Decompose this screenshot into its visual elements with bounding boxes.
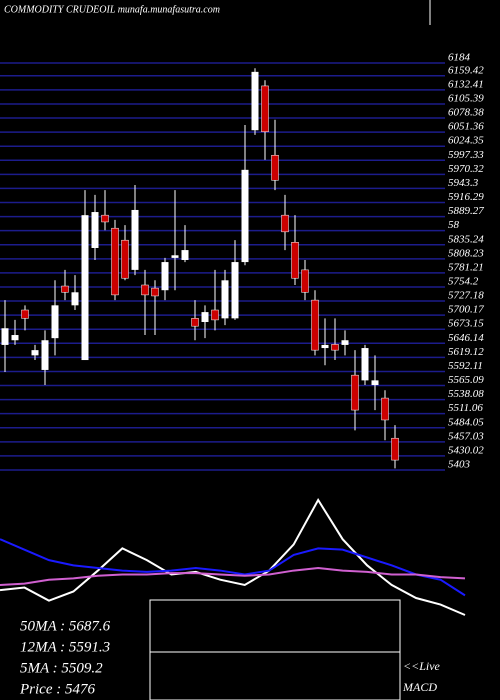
y-tick-label: 5646.14 bbox=[448, 332, 484, 344]
candle-body bbox=[381, 397, 389, 421]
price-label: Price : 5476 bbox=[19, 681, 95, 697]
live-label: <<Live bbox=[403, 659, 441, 673]
candle-body bbox=[291, 242, 299, 279]
candle-body bbox=[211, 309, 219, 321]
candle-body bbox=[181, 250, 189, 260]
candle-body bbox=[311, 299, 319, 351]
y-tick-label: 5619.12 bbox=[448, 346, 484, 358]
y-tick-label: 5430.02 bbox=[448, 444, 484, 456]
y-tick-label: 5538.08 bbox=[448, 388, 484, 400]
y-tick-label: 5808.23 bbox=[448, 247, 484, 259]
candle-body bbox=[171, 255, 179, 258]
y-tick-label: 5484.05 bbox=[448, 416, 484, 428]
macd-box bbox=[149, 599, 401, 700]
y-tick-label: 5889.27 bbox=[448, 205, 484, 217]
candle-body bbox=[371, 380, 379, 386]
y-tick-label: 6051.36 bbox=[448, 121, 484, 133]
y-tick-label: 5943.3 bbox=[448, 177, 479, 189]
candle-body bbox=[321, 344, 329, 349]
candle-body bbox=[81, 215, 89, 361]
candle-body bbox=[391, 437, 399, 461]
candle-body bbox=[191, 318, 199, 327]
y-tick-label: 5754.2 bbox=[448, 276, 479, 288]
candle-body bbox=[261, 85, 269, 133]
y-tick-label: 6105.39 bbox=[448, 92, 484, 104]
ma50-label: 50MA : 5687.6 bbox=[20, 618, 111, 634]
indicator-line bbox=[0, 498, 466, 616]
candle-body bbox=[241, 169, 249, 263]
y-tick-label: 5403 bbox=[448, 459, 471, 471]
candle-body bbox=[31, 350, 39, 356]
y-tick-label: 5970.32 bbox=[448, 163, 484, 175]
candle-body bbox=[351, 374, 359, 411]
y-tick-label: 6184 bbox=[448, 52, 471, 64]
y-tick-label: 6132.41 bbox=[448, 78, 484, 90]
y-tick-label: 5916.29 bbox=[448, 191, 484, 203]
candle-body bbox=[281, 214, 289, 233]
y-tick-label: 6159.42 bbox=[448, 64, 484, 76]
y-tick-label: 5835.24 bbox=[448, 233, 484, 245]
y-tick-label: 5673.15 bbox=[448, 318, 484, 330]
candle-body bbox=[301, 269, 309, 293]
candle-body bbox=[161, 262, 169, 291]
y-tick-label: 5700.17 bbox=[448, 304, 484, 316]
y-tick-label: 5727.18 bbox=[448, 290, 484, 302]
candle-body bbox=[231, 262, 239, 319]
candle-body bbox=[111, 227, 119, 296]
ma5-label: 5MA : 5509.2 bbox=[20, 660, 103, 676]
candle-body bbox=[91, 212, 99, 248]
candle-body bbox=[121, 239, 129, 279]
candle-body bbox=[221, 280, 229, 319]
y-tick-label: 5997.33 bbox=[448, 149, 484, 161]
y-tick-label: 5781.21 bbox=[448, 261, 484, 273]
candle-body bbox=[361, 348, 369, 381]
candle-body bbox=[21, 309, 29, 319]
candle-body bbox=[131, 209, 139, 270]
candle-body bbox=[271, 154, 279, 181]
y-tick-label: 5592.11 bbox=[448, 360, 483, 372]
y-tick-label: 58 bbox=[448, 219, 460, 231]
candle-body bbox=[61, 285, 69, 293]
macd-label: MACD bbox=[402, 680, 437, 694]
candle-body bbox=[141, 284, 149, 296]
y-tick-label: 5565.09 bbox=[448, 374, 484, 386]
candle-body bbox=[251, 71, 259, 131]
y-tick-label: 6024.35 bbox=[448, 135, 484, 147]
chart-title: COMMODITY CRUDEOIL munafa.munafasutra.co… bbox=[4, 4, 220, 15]
candle-body bbox=[51, 305, 59, 339]
candle-body bbox=[151, 287, 159, 297]
candle-body bbox=[71, 292, 79, 306]
y-tick-label: 6078.38 bbox=[448, 107, 484, 119]
indicator-line bbox=[0, 538, 466, 597]
candle-body bbox=[201, 312, 209, 322]
y-tick-label: 5511.06 bbox=[448, 402, 483, 414]
candle-body bbox=[331, 344, 339, 351]
candle-body bbox=[341, 340, 349, 345]
candle-body bbox=[101, 214, 109, 223]
candle-body bbox=[1, 328, 9, 345]
y-tick-label: 5457.03 bbox=[448, 430, 484, 442]
candle-body bbox=[11, 335, 19, 341]
indicator-line bbox=[0, 566, 466, 586]
ma12-label: 12MA : 5591.3 bbox=[20, 639, 110, 655]
candle-body bbox=[41, 340, 49, 370]
